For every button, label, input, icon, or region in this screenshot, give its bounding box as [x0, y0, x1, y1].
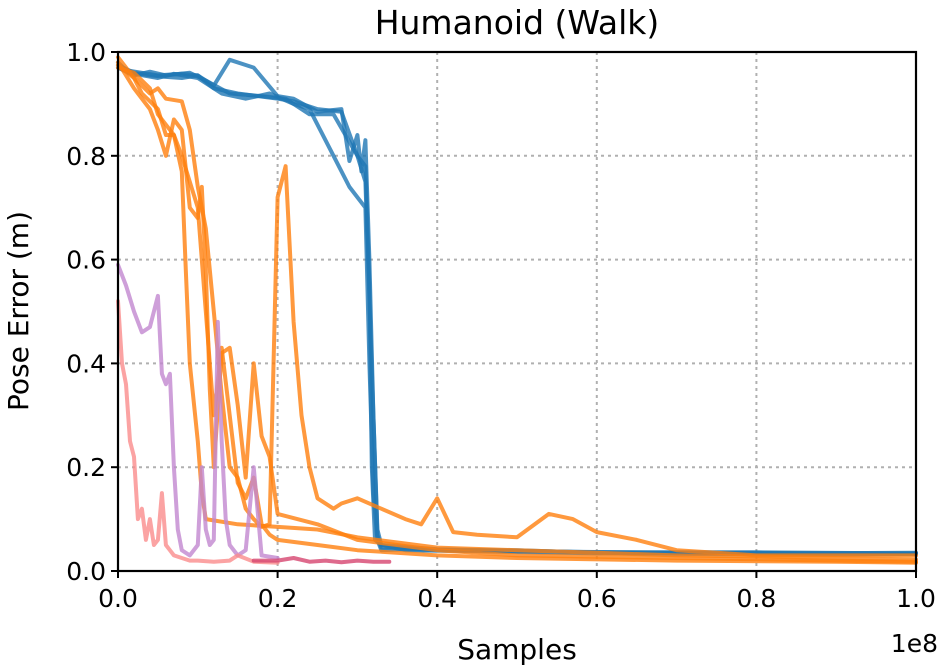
- y-tick-label: 0.4: [66, 349, 106, 378]
- y-tick-label: 0.2: [66, 453, 106, 482]
- plot-frame: [116, 50, 918, 573]
- x-axis-label: Samples: [457, 633, 577, 666]
- series-lines: [116, 55, 918, 565]
- y-tick-label: 0.6: [66, 246, 106, 275]
- grid: [118, 52, 916, 571]
- x-tick-label: 0.2: [258, 584, 298, 613]
- x-tick-label: 0.0: [98, 584, 138, 613]
- chart-title: Humanoid (Walk): [375, 3, 660, 42]
- series-line-purple-9: [116, 262, 280, 560]
- y-axis: 0.0 0.2 0.4 0.6 0.8 1.0: [66, 38, 118, 586]
- series-line-crimson-11: [251, 556, 392, 565]
- x-tick-label: 0.6: [577, 584, 617, 613]
- y-axis-label: Pose Error (m): [2, 211, 35, 411]
- y-tick-label: 0.8: [66, 142, 106, 171]
- series-line-orange-8: [116, 63, 918, 558]
- x-tick-label: 0.4: [417, 584, 457, 613]
- series-line-orange-6: [116, 60, 918, 564]
- x-tick-label: 1.0: [896, 584, 936, 613]
- series-line-pink-10: [116, 299, 280, 565]
- y-tick-label: 0.0: [66, 557, 106, 586]
- series-line-orange-7: [116, 65, 918, 565]
- x-axis: 0.0 0.2 0.4 0.6 0.8 1.0: [98, 571, 936, 613]
- x-axis-multiplier: 1e8: [891, 629, 938, 658]
- x-tick-label: 0.8: [737, 584, 777, 613]
- y-tick-label: 1.0: [66, 38, 106, 67]
- series-line-orange-5: [116, 55, 918, 562]
